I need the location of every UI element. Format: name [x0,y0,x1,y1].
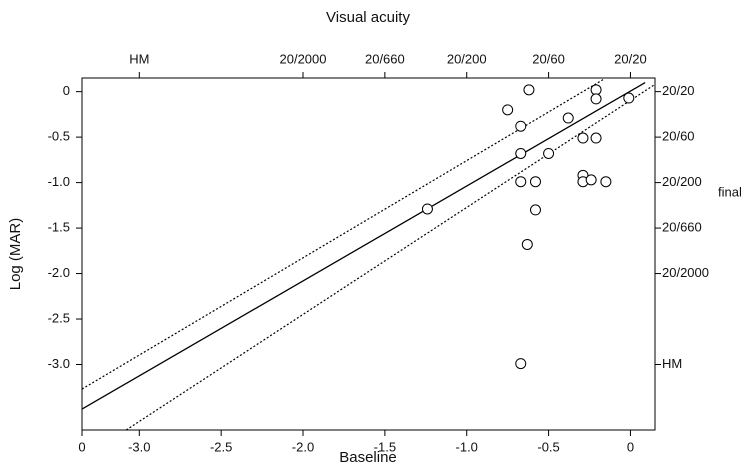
y-tick-label: -3.0 [48,356,70,371]
point [590,93,602,105]
x-tick-label: -2.5 [210,439,232,454]
point [600,176,612,188]
point [515,176,527,188]
point [515,358,527,370]
x2-tick-label: 20/60 [532,51,565,66]
y-tick-label: -2.0 [48,265,70,280]
x-tick-label: -3.0 [128,439,150,454]
point [502,104,514,116]
x2-tick-label: HM [129,51,149,66]
x2-tick-label: 20/2000 [280,51,327,66]
y-axis-title: Log (MAR) [7,218,24,291]
point [529,204,541,216]
y-tick-label: -1.5 [48,220,70,235]
point [521,238,533,250]
x-tick-label: -1.0 [456,439,478,454]
top-axis-title: Visual acuity [326,9,410,26]
point [562,112,574,124]
point [515,120,527,132]
fit-line [81,81,646,410]
x-axis-title: Baseline [339,449,397,466]
y-tick-label: -1.0 [48,174,70,189]
x-tick-label: -2.0 [292,439,314,454]
y2-tick-label: 20/20 [662,83,695,98]
y2-tick-label: 20/200 [662,174,702,189]
x-tick-label: 0 [78,439,85,454]
confidence-line [81,78,605,390]
point [529,176,541,188]
x-tick-label: -0.5 [537,439,559,454]
point [623,92,635,104]
y2-tick-label: 20/660 [662,220,702,235]
y-tick-label: 0 [63,83,70,98]
y2-tick-label: 20/2000 [662,265,709,280]
y-tick-label: -2.5 [48,310,70,325]
point [421,203,433,215]
x-tick-label: 0 [627,439,634,454]
x2-tick-label: 20/20 [614,51,647,66]
plot-frame [81,77,656,431]
x-tick-label: -1.5 [374,439,396,454]
point [590,132,602,144]
x2-tick-label: 20/660 [365,51,405,66]
point [515,147,527,159]
point [590,84,602,96]
y2-axis-title: final [718,184,742,199]
point [543,147,555,159]
point [523,84,535,96]
confidence-line [125,83,656,431]
x2-tick-label: 20/200 [447,51,487,66]
point [577,132,589,144]
y-tick-label: -0.5 [48,129,70,144]
y2-tick-label: HM [662,356,682,371]
point [585,174,597,186]
y2-tick-label: 20/60 [662,129,695,144]
